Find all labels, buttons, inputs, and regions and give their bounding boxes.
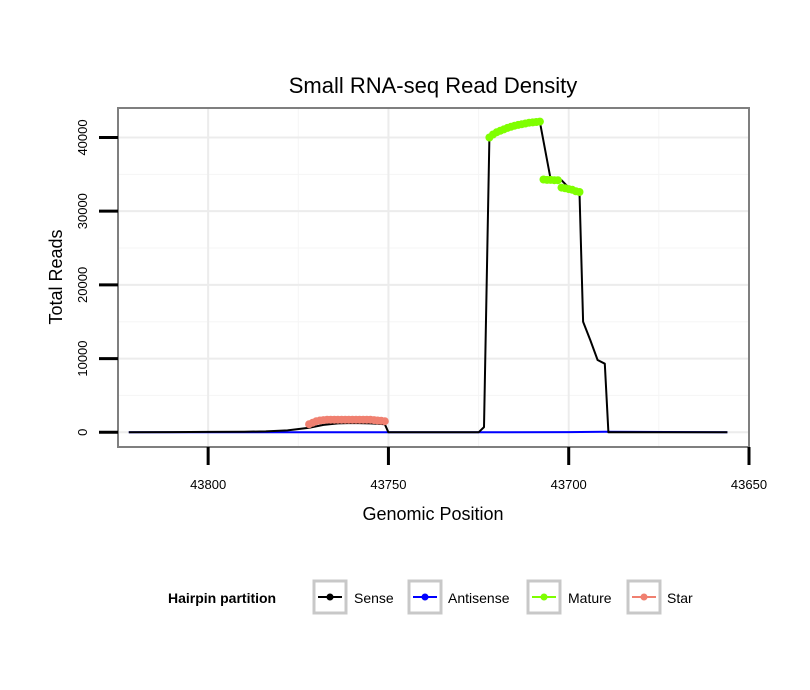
legend-label-star: Star	[667, 590, 693, 606]
point-star-21	[380, 417, 389, 426]
legend-key-point-antisense	[421, 593, 429, 601]
y-tick-label-3: 30000	[75, 193, 90, 229]
point-mature-25	[575, 188, 584, 196]
point-mature-14	[535, 117, 544, 126]
legend-label-mature: Mature	[568, 590, 612, 606]
legend-key-point-sense	[326, 593, 334, 601]
legend-key-point-mature	[540, 593, 548, 601]
x-tick-label-2: 43700	[551, 477, 587, 492]
legend-label-sense: Sense	[354, 590, 394, 606]
legend-label-antisense: Antisense	[448, 590, 510, 606]
x-axis-title: Genomic Position	[362, 504, 503, 524]
plot-series	[128, 117, 728, 434]
x-tick-label-1: 43750	[370, 477, 406, 492]
y-axis: 0 10000 20000 30000 40000	[75, 119, 118, 436]
x-axis: 43800 43750 43700 43650	[190, 447, 767, 492]
x-tick-label-3: 43650	[731, 477, 767, 492]
legend-title: Hairpin partition	[168, 590, 276, 606]
y-tick-label-0: 0	[75, 429, 90, 436]
x-tick-label-0: 43800	[190, 477, 226, 492]
y-tick-label-1: 10000	[75, 340, 90, 376]
y-tick-label-4: 40000	[75, 119, 90, 155]
legend: Hairpin partition Sense Antisense Mature St…	[168, 579, 693, 615]
chart-title: Small RNA-seq Read Density	[289, 73, 578, 98]
y-tick-label-2: 20000	[75, 267, 90, 303]
y-axis-title: Total Reads	[46, 229, 66, 324]
plot-panel-border	[117, 107, 750, 448]
point-mature-19	[553, 176, 562, 185]
legend-key-point-star	[640, 593, 648, 601]
